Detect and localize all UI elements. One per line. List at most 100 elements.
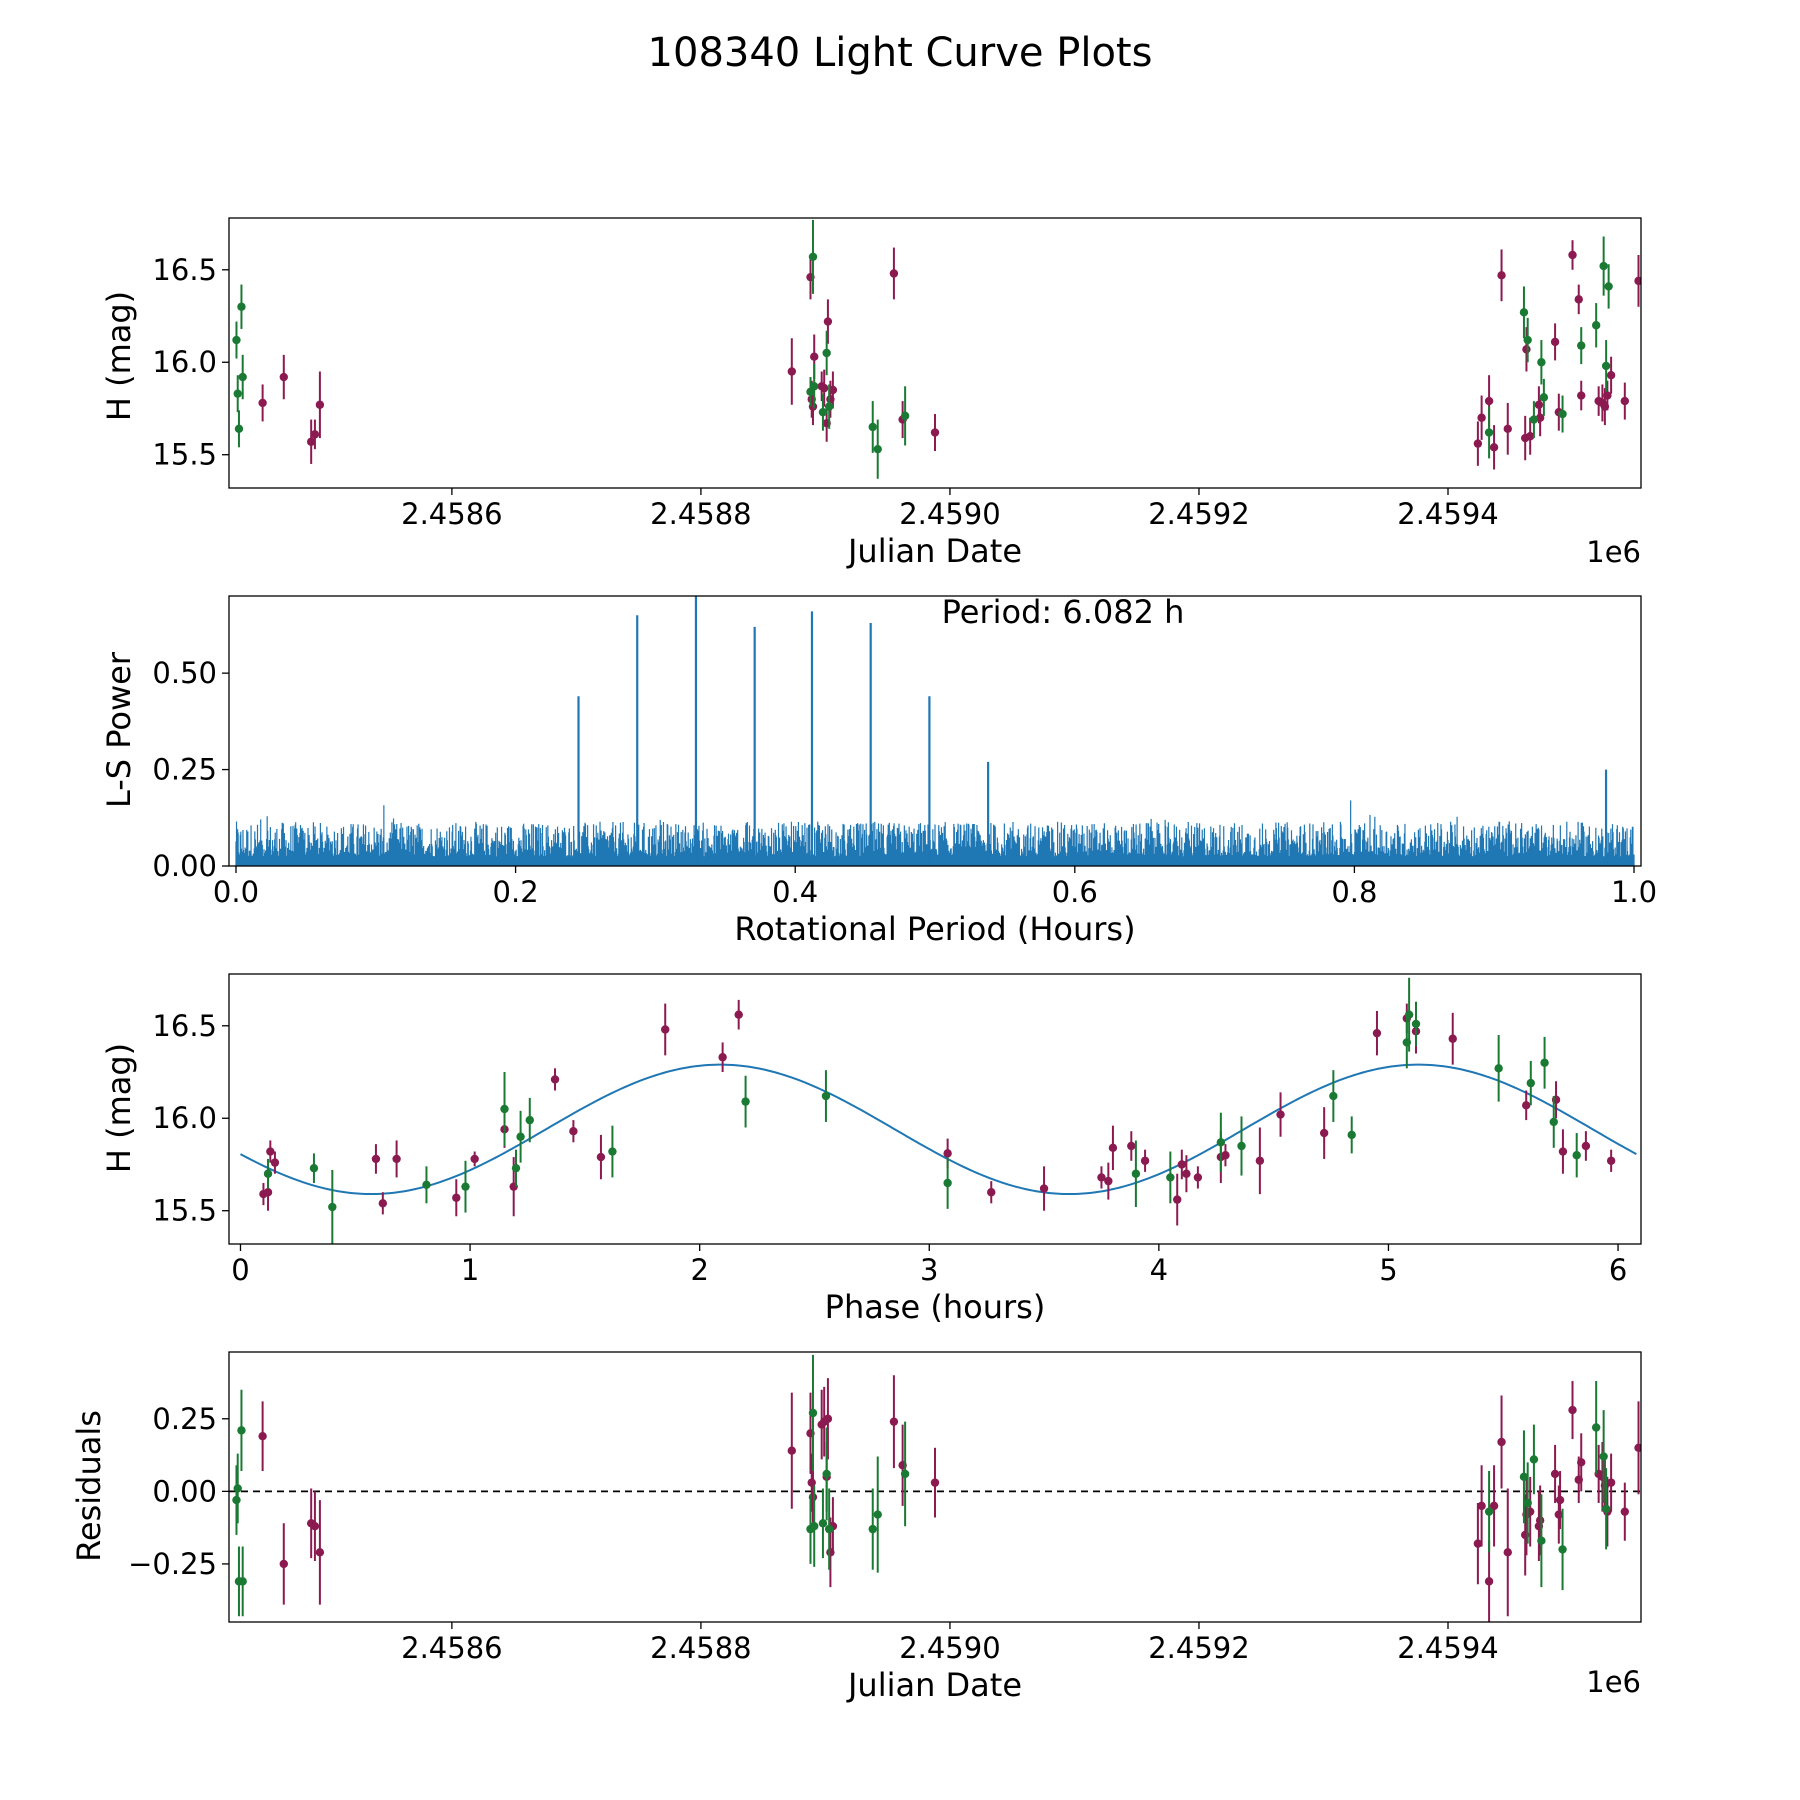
red-data-point [661, 1025, 670, 1034]
red-data-point [1634, 276, 1641, 286]
red-data-point [1193, 1173, 1203, 1182]
y-tick-label: 16.5 [152, 1009, 217, 1043]
green-data-point [232, 335, 241, 345]
red-data-point [1497, 1437, 1506, 1447]
red-data-point [1372, 1028, 1382, 1038]
red-data-point [943, 1149, 952, 1158]
red-data-point [1606, 370, 1616, 380]
x-tick-label: 1 [461, 1253, 479, 1287]
green-data-point [608, 1147, 617, 1156]
y-tick-label: 0.00 [152, 1474, 217, 1508]
green-data-point [1558, 1545, 1567, 1554]
y-tick-label: 0.00 [152, 849, 217, 883]
panel1-plot-area [232, 219, 1641, 479]
y-tick-label: 0.25 [152, 1402, 217, 1436]
figure-title: 108340 Light Curve Plots [648, 30, 1153, 76]
x-tick-label: 2.4592 [1148, 497, 1249, 531]
x-tick-label: 0.4 [772, 875, 818, 909]
red-data-point [1489, 443, 1499, 452]
green-data-point [1329, 1091, 1338, 1101]
red-data-point [987, 1188, 996, 1197]
green-data-point [1523, 335, 1532, 345]
red-data-point [930, 428, 940, 437]
green-data-point [873, 1510, 882, 1519]
periodogram-noise [235, 800, 1635, 866]
red-data-point [823, 1414, 833, 1423]
red-data-point [1620, 396, 1630, 406]
green-data-point [821, 1091, 831, 1101]
red-data-point [828, 385, 838, 395]
green-data-point [1484, 1507, 1494, 1516]
green-data-point [263, 1169, 273, 1178]
x-tick-label: 0.2 [493, 875, 539, 909]
green-data-point [1529, 1455, 1539, 1464]
red-data-point [452, 1193, 461, 1202]
red-data-point [550, 1075, 560, 1084]
red-data-point [1104, 1176, 1113, 1186]
red-data-point [1550, 337, 1560, 347]
red-data-point [1534, 400, 1544, 409]
red-data-point [371, 1154, 381, 1164]
panel1-offset-label: 1e6 [1586, 535, 1641, 569]
green-data-point [1599, 1452, 1608, 1461]
red-data-point [1039, 1184, 1049, 1193]
x-tick-label: 5 [1379, 1253, 1397, 1287]
x-tick-label: 2 [690, 1253, 708, 1287]
y-tick-label: −0.25 [128, 1547, 217, 1581]
green-data-point [233, 1484, 242, 1493]
green-data-point [818, 1519, 828, 1528]
red-data-point [1140, 1156, 1150, 1165]
red-data-point [315, 1548, 325, 1557]
y-tick-label: 15.5 [152, 438, 217, 472]
red-data-point [1603, 391, 1612, 400]
red-data-point [258, 398, 267, 408]
green-data-point [1404, 1010, 1414, 1019]
red-data-point [270, 1158, 280, 1167]
x-tick-label: 2.4588 [650, 497, 751, 531]
red-data-point [1182, 1169, 1191, 1178]
panel3-plot-area [240, 977, 1637, 1244]
panel3-xlabel: Phase (hours) [825, 1288, 1046, 1326]
red-data-point [378, 1199, 388, 1208]
green-data-point [741, 1097, 750, 1106]
green-data-point [1601, 361, 1611, 371]
red-data-point [810, 352, 819, 361]
x-tick-label: 2.4586 [401, 497, 502, 531]
red-data-point [315, 400, 325, 409]
panel1-frame [228, 217, 1642, 489]
red-data-point [1634, 1443, 1641, 1453]
red-data-point [1525, 432, 1535, 441]
y-tick-label: 16.0 [152, 345, 217, 379]
red-data-point [787, 367, 797, 376]
green-data-point [1519, 1472, 1529, 1482]
red-data-point [734, 1010, 743, 1019]
y-tick-label: 15.5 [152, 1194, 217, 1228]
red-data-point [569, 1126, 578, 1136]
red-data-point [823, 317, 833, 326]
red-data-point [1489, 1501, 1499, 1511]
green-data-point [516, 1132, 525, 1141]
red-data-point [1535, 1516, 1545, 1525]
green-data-point [1519, 308, 1529, 317]
green-data-point [238, 1577, 247, 1586]
red-data-point [1606, 1478, 1616, 1487]
red-data-point [787, 1446, 797, 1455]
red-data-point [1276, 1110, 1285, 1119]
red-data-point [1255, 1156, 1265, 1165]
red-data-point [718, 1053, 727, 1062]
x-tick-label: 2.4590 [899, 1631, 1000, 1665]
red-data-point [930, 1478, 940, 1487]
green-data-point [943, 1178, 952, 1188]
panel3-ylabel: H (mag) [100, 1043, 138, 1173]
panel4-xlabel: Julian Date [846, 1666, 1022, 1704]
red-data-point [306, 437, 316, 446]
red-data-point [596, 1152, 606, 1162]
green-data-point [1216, 1138, 1226, 1147]
red-data-point [1484, 396, 1494, 406]
red-data-point [1577, 391, 1586, 400]
red-data-point [1448, 1034, 1457, 1043]
red-data-point [266, 1147, 275, 1156]
green-data-point [1604, 282, 1613, 291]
red-data-point [310, 1521, 320, 1531]
